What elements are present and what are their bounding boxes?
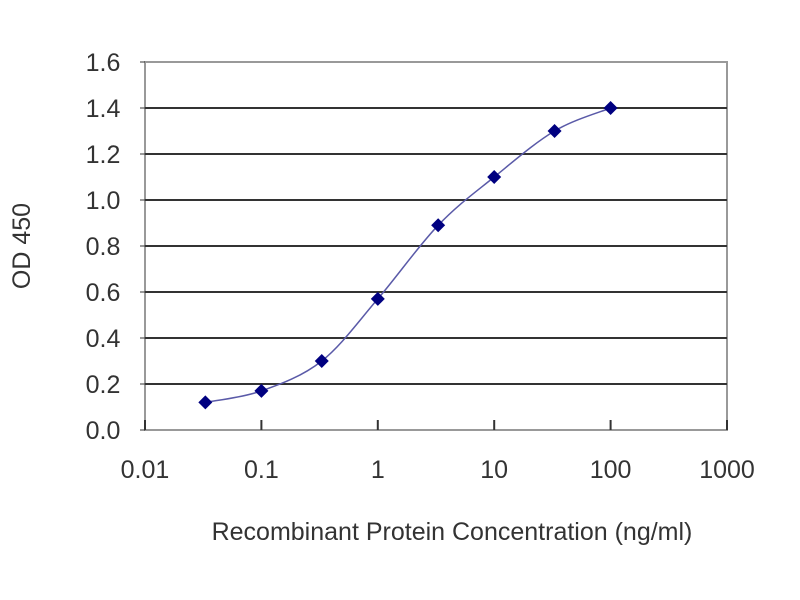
series-curve <box>205 107 611 404</box>
data-point <box>198 395 213 410</box>
data-point <box>370 291 385 306</box>
y-tick-label: 0.2 <box>86 371 121 399</box>
data-point <box>603 101 618 115</box>
x-tick-label: 0.01 <box>121 456 170 484</box>
x-tick-label: 1 <box>371 456 385 484</box>
data-point <box>314 354 329 368</box>
y-tick-label: 1.4 <box>86 95 121 123</box>
data-point <box>254 383 269 398</box>
x-tick-label: 100 <box>590 456 632 484</box>
data-point <box>547 124 562 138</box>
y-tick-label: 1.0 <box>86 187 121 215</box>
y-tick-label: 0.4 <box>86 325 121 353</box>
y-axis-label: OD 450 <box>8 203 36 289</box>
x-tick-label: 1000 <box>699 456 755 484</box>
y-tick-label: 0.0 <box>86 417 121 445</box>
x-axis-label: Recombinant Protein Concentration (ng/ml… <box>212 518 693 546</box>
data-point <box>487 170 502 184</box>
data-point <box>431 218 446 233</box>
x-tick-label: 10 <box>480 456 508 484</box>
y-tick-label: 0.8 <box>86 233 121 261</box>
y-tick-label: 0.6 <box>86 279 121 307</box>
y-tick-label: 1.2 <box>86 141 121 169</box>
y-tick-label: 1.6 <box>86 49 121 77</box>
x-tick-label: 0.1 <box>244 456 279 484</box>
